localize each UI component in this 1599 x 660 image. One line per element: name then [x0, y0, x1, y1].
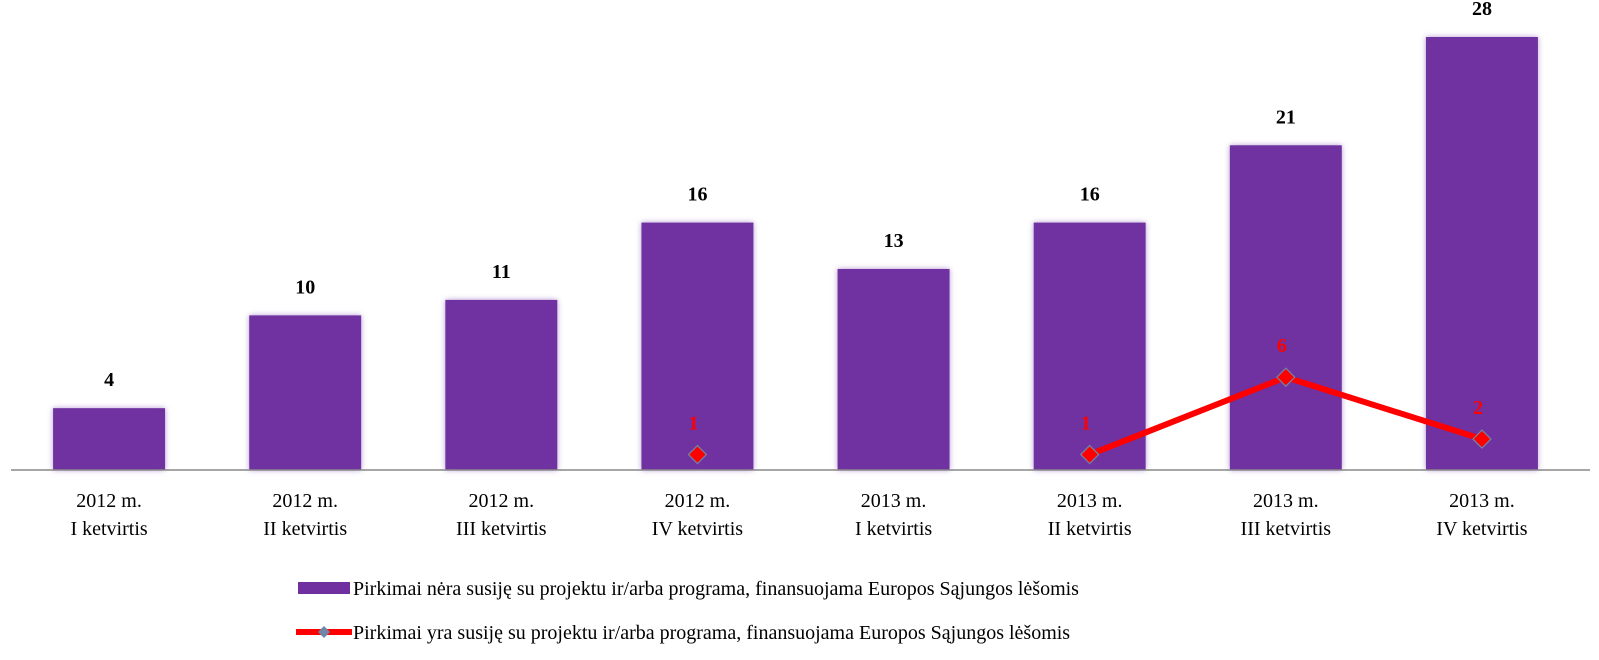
line-marker	[1472, 429, 1492, 449]
x-tick-label: IV ketvirtis	[1436, 518, 1528, 540]
line-marker	[1079, 444, 1100, 465]
data-label: 13	[884, 230, 904, 252]
x-tick-label: 2013 m.	[1057, 490, 1123, 512]
data-label: 6	[1277, 335, 1287, 357]
bar	[1425, 37, 1538, 470]
x-tick-label: 2013 m.	[1449, 490, 1515, 512]
x-tick-label: IV ketvirtis	[652, 518, 744, 540]
bar	[445, 299, 558, 470]
x-tick-label: 2012 m.	[665, 490, 731, 512]
data-label: 11	[492, 261, 511, 283]
legend-label: Pirkimai yra susiję su projektu ir/arba …	[353, 622, 1070, 644]
bar	[249, 315, 362, 470]
data-label: 4	[104, 369, 114, 391]
x-tick-label: 2012 m.	[272, 490, 338, 512]
data-label: 28	[1472, 0, 1492, 20]
data-label: 16	[1080, 184, 1100, 206]
bar	[53, 408, 166, 470]
x-tick-label: I ketvirtis	[855, 518, 932, 540]
bar	[641, 222, 754, 470]
data-label: 10	[295, 276, 315, 298]
bar	[1229, 145, 1342, 470]
legend-label: Pirkimai nėra susiję su projektu ir/arba…	[353, 578, 1079, 600]
data-label: 2	[1473, 397, 1483, 419]
bar	[837, 268, 950, 470]
x-tick-label: 2013 m.	[1253, 490, 1319, 512]
legend-swatch	[298, 582, 350, 594]
x-tick-label: 2013 m.	[861, 490, 927, 512]
x-tick-label: III ketvirtis	[1241, 518, 1332, 540]
data-label: 21	[1276, 106, 1296, 128]
data-label: 1	[1081, 413, 1091, 435]
data-label: 16	[687, 184, 707, 206]
line-marker	[1275, 367, 1296, 388]
x-tick-label: II ketvirtis	[1048, 518, 1132, 540]
x-tick-label: II ketvirtis	[263, 518, 347, 540]
x-tick-label: III ketvirtis	[456, 518, 547, 540]
legend-marker	[318, 626, 330, 638]
bar	[1033, 222, 1146, 470]
data-label: 1	[688, 413, 698, 435]
x-tick-label: 2012 m.	[76, 490, 142, 512]
x-tick-label: 2012 m.	[469, 490, 535, 512]
line-marker	[687, 444, 708, 465]
x-tick-label: I ketvirtis	[70, 518, 147, 540]
